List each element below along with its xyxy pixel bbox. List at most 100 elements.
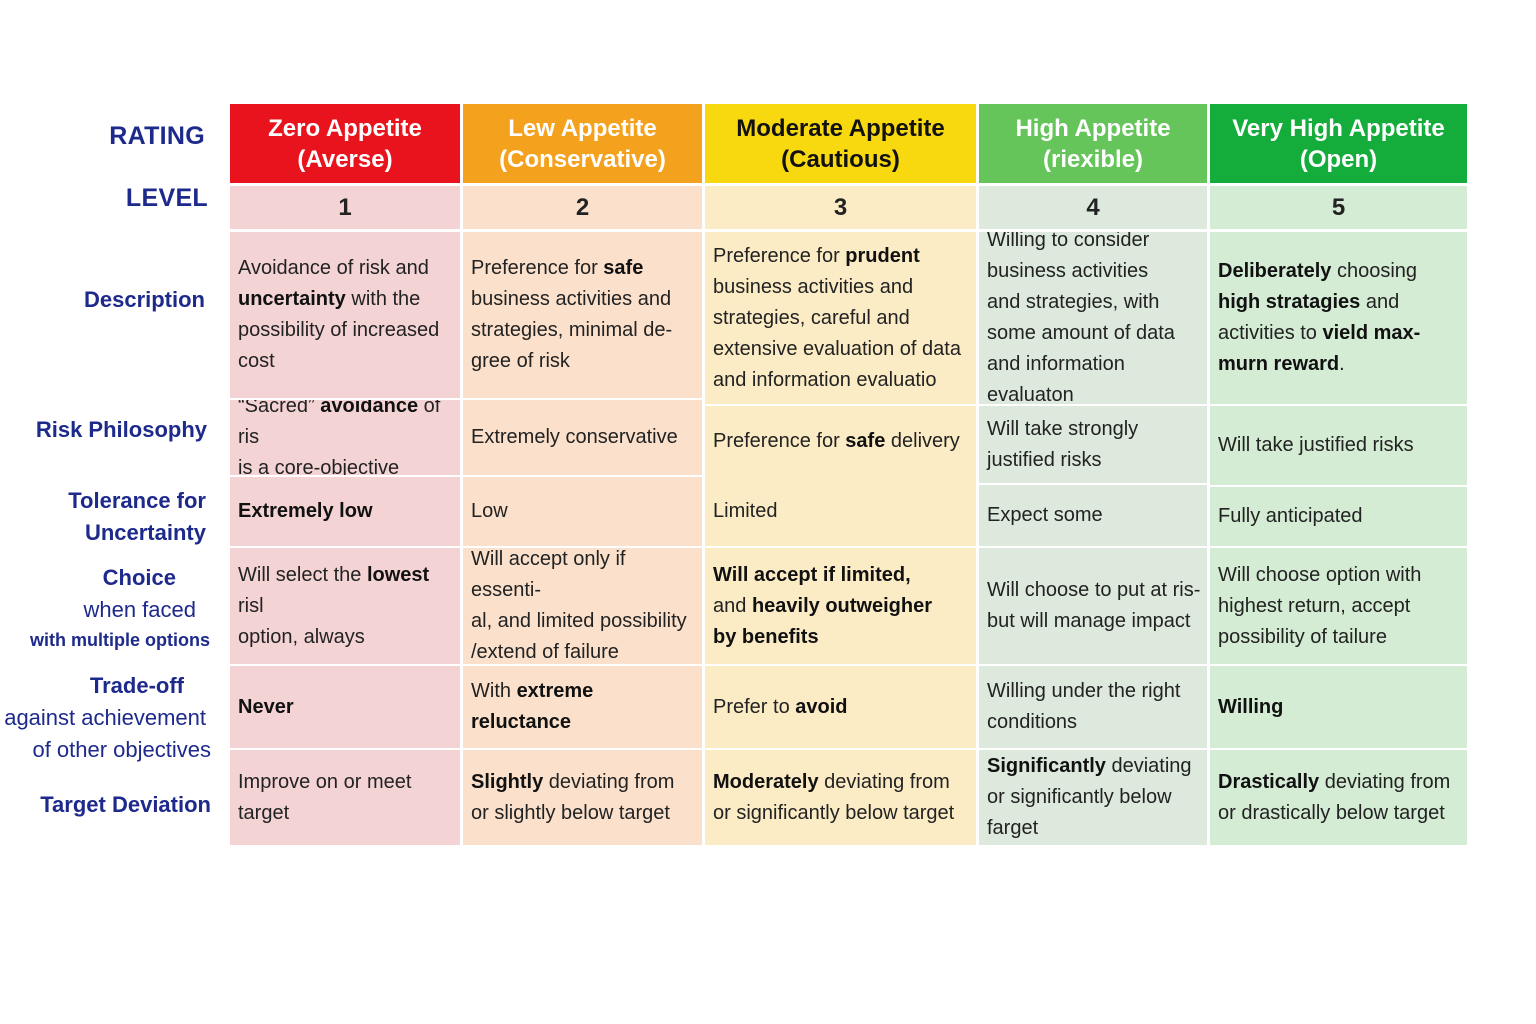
row-label-target-deviation: Target Deviation — [0, 786, 211, 824]
cell-line: extensive evaluation of data — [713, 337, 961, 360]
tolerance-label-line: Tolerance for — [68, 488, 206, 513]
emphasis-text: Will accept if limited, — [713, 563, 911, 586]
header-cell: Moderate Appetite (Cautious) — [705, 104, 976, 183]
choice-cell: Will choose option with highest return, a… — [1210, 548, 1467, 664]
level-cell: 4 — [979, 186, 1207, 229]
tradeoff-cell: Prefer to avoid — [705, 666, 976, 748]
tolerance-cell: Expect some — [979, 485, 1207, 546]
cell-line: Will take justified risks — [1218, 434, 1414, 456]
cell-line: Will accept if limited, — [713, 560, 970, 591]
emphasis-text: vield max- — [1322, 322, 1421, 344]
cell-line: gree of risk — [471, 350, 570, 372]
header-line: Moderate Appetite — [736, 114, 945, 142]
choice-cell: Will accept only if essenti-al, and limi… — [463, 548, 702, 664]
emphasis-text: avoidance — [320, 400, 419, 417]
philosophy-cell: Extremely conservative — [463, 400, 702, 475]
cell-line: Drastically deviating from — [1218, 770, 1451, 793]
tolerance-cell: Fully anticipated — [1210, 487, 1467, 546]
tradeoff-cell: Never — [230, 666, 460, 748]
cell-line: Moderately deviating from — [713, 770, 950, 793]
choice-cell: Will accept if limited, and heavily outwe… — [705, 548, 976, 664]
tolerance-label-line: Uncertainty — [84, 520, 206, 545]
cell-line: justified risks — [987, 448, 1102, 471]
cell-line: or slightly below target — [471, 801, 670, 824]
emphasis-text: Willing — [1218, 695, 1284, 718]
cell-line: Will choose option with — [1218, 563, 1422, 586]
level-cell: 3 — [705, 186, 976, 229]
tradeoff-cell: Willing under the right conditions — [979, 666, 1207, 748]
tolerance-cell: Extremely low — [230, 477, 460, 546]
cell-line: Willing — [1218, 692, 1461, 723]
cell-line: Will accept only if essenti- — [471, 548, 626, 601]
choice-label-line: when faced — [83, 597, 196, 622]
cell-line: Will choose to put at ris- — [987, 579, 1201, 601]
cell-line: Fully anticipated — [1218, 505, 1363, 527]
cell-line: Preference for safe — [471, 257, 644, 279]
cell-line: Willing to consider — [987, 232, 1150, 251]
cell-line: Slightly deviating from — [471, 770, 675, 793]
row-label-tolerance: Tolerance for Uncertainty — [0, 484, 206, 550]
cell-line: business activities and — [713, 275, 914, 298]
emphasis-text: uncertainty — [238, 288, 346, 310]
cell-line: some amount of data — [987, 322, 1175, 344]
cell-line: With extreme reluctance — [471, 680, 594, 733]
cell-line: Deliberately choosing — [1218, 260, 1418, 282]
level-cell: 5 — [1210, 186, 1467, 229]
row-label-rating: RATING — [0, 104, 205, 168]
deviation-cell: Slightly deviating from or slightly below… — [463, 750, 702, 845]
cell-line: high stratagies and — [1218, 291, 1400, 313]
cell-line: Improve on or meet target — [238, 770, 412, 824]
cell-line: or significantly below target — [713, 801, 955, 824]
cell-line: possibility of increased cost — [238, 319, 440, 372]
description-cell: Preference for safe business activities a… — [463, 232, 702, 398]
cell-line: strategies, careful and — [713, 306, 910, 329]
header-cell: High Appetite (riexible) — [979, 104, 1207, 183]
tradeoff-label-line: against achievement — [4, 705, 206, 730]
row-label-choice: Choice when faced with multiple options — [0, 558, 210, 658]
cell-line: option, always — [238, 625, 365, 648]
emphasis-text: Moderately — [713, 770, 819, 793]
emphasis-text: Significantly — [987, 755, 1106, 777]
emphasis-text: Extremely low — [238, 500, 373, 522]
cell-line: conditions — [987, 711, 1078, 733]
cell-line: Preference for prudent — [713, 244, 920, 267]
emphasis-text: Drastically — [1218, 770, 1320, 793]
philosophy-cell: “Sacred” avoidance of ris is a core-objec… — [230, 400, 460, 475]
header-line: Zero Appetite — [268, 114, 422, 142]
description-cell: Preference for prudent business activitie… — [705, 232, 976, 404]
description-label: Description — [83, 287, 205, 312]
cell-line: possibility of tailure — [1218, 625, 1387, 648]
cell-line: highest return, accept — [1218, 594, 1411, 617]
deviation-cell: Moderately deviating from or significantl… — [705, 750, 976, 845]
target-deviation-label: Target Deviation — [40, 792, 211, 817]
cell-line: activities to vield max- — [1218, 322, 1421, 344]
emphasis-text: murn reward — [1218, 353, 1340, 375]
header-cell: Zero Appetite (Averse) — [230, 104, 460, 183]
cell-line: Extremely low — [238, 496, 454, 527]
emphasis-text: safe — [603, 257, 644, 279]
cell-line: murn reward. — [1218, 353, 1345, 375]
philosophy-cell: Will take strongly justified risks — [979, 406, 1207, 483]
philosophy-cell: Preference for safe delivery — [705, 406, 976, 477]
cell-line: but will manage impact — [987, 610, 1191, 632]
header-line: Lew Appetite — [508, 114, 657, 142]
emphasis-text: prudent — [845, 244, 920, 267]
tradeoff-cell: Willing — [1210, 666, 1467, 748]
cell-line: by benefits — [713, 622, 970, 653]
emphasis-text: extreme reluctance — [471, 680, 594, 733]
philosophy-cell: Will take justified risks — [1210, 406, 1467, 485]
cell-line: Low — [471, 500, 508, 522]
cell-line: Will select the lowest risl — [238, 563, 430, 617]
tradeoff-cell: With extreme reluctance — [463, 666, 702, 748]
cell-line: business activities and — [471, 288, 672, 310]
cell-line: Never — [238, 692, 454, 723]
description-cell: Willing to consider business activities an… — [979, 232, 1207, 404]
level-cell: 1 — [230, 186, 460, 229]
cell-line: and information evaluatio — [713, 368, 937, 391]
cell-line: and heavily outweigher — [713, 594, 932, 617]
cell-line: uncertainty with the — [238, 288, 421, 310]
risk-philosophy-label: Risk Philosophy — [35, 417, 207, 442]
cell-line: “Sacred” avoidance of ris — [238, 400, 454, 453]
cell-line: al, and limited possibility — [471, 610, 687, 632]
header-line: (Averse) — [297, 145, 393, 173]
